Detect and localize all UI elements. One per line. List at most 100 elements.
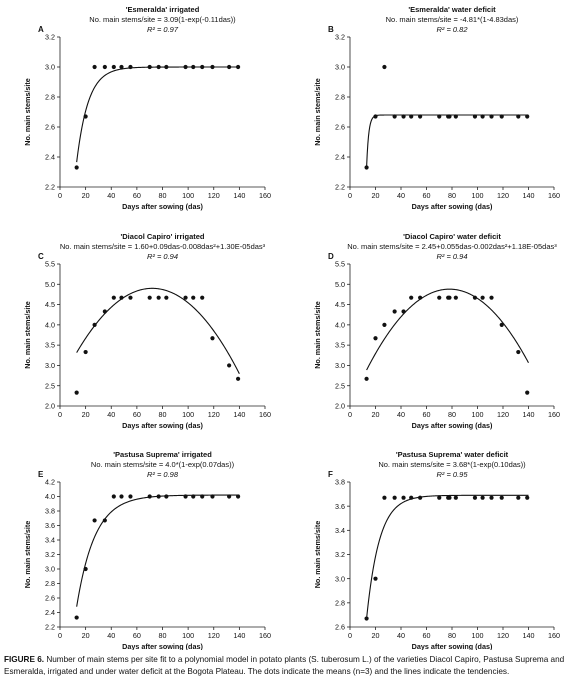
y-tick-label: 2.4 [45,153,55,162]
data-point [401,114,406,119]
y-tick-label: 3.0 [45,361,55,370]
y-tick-label: 2.0 [335,402,345,411]
data-point [147,295,152,300]
data-point [401,309,406,314]
data-point [409,114,414,119]
data-point [382,64,387,70]
data-point [235,494,241,499]
data-point [418,114,423,119]
data-point [472,495,478,500]
panel-letter: D [328,252,334,261]
data-point [364,376,369,381]
y-tick-label: 3.0 [335,361,345,370]
x-tick-label: 80 [159,191,167,200]
x-axis-label: Days after sowing (das) [122,642,203,650]
chart-equation: No. main stems/site = 3.09(1-exp(-0.11da… [89,15,236,24]
y-tick-label: 2.8 [335,598,345,607]
x-tick-label: 100 [182,631,194,640]
data-point [499,322,504,327]
fitted-curve [76,494,240,607]
data-point [92,64,97,70]
x-tick-label: 160 [548,631,560,640]
y-tick-label: 3.8 [45,507,55,516]
data-point [183,494,188,499]
x-tick-label: 60 [133,410,141,419]
data-point [401,495,406,500]
data-point [382,322,387,327]
data-point [489,114,494,119]
y-tick-label: 2.8 [335,93,345,102]
data-point [235,376,241,381]
x-tick-label: 160 [259,191,271,200]
data-point [227,64,232,70]
caption-label: FIGURE 6. [4,655,45,664]
y-axis-label: No. main stems/site [23,521,32,589]
data-point [235,64,241,70]
y-tick-label: 4.5 [335,300,345,309]
data-point [74,165,79,170]
data-point [453,114,458,119]
y-axis-label: No. main stems/site [313,301,322,369]
data-point [373,336,378,341]
data-point [147,494,152,499]
x-axis-label: Days after sowing (das) [412,642,493,650]
x-tick-label: 20 [372,191,380,200]
data-point [200,64,205,70]
y-axis-label: No. main stems/site [313,78,322,146]
data-point [392,495,397,500]
chart-title: 'Esmeralda' water deficit [408,5,496,14]
y-axis-label: No. main stems/site [23,78,32,146]
data-point [183,295,188,300]
x-tick-label: 140 [523,410,535,419]
y-tick-label: 4.2 [45,478,55,487]
data-point [516,114,521,119]
fitted-curve [366,114,529,168]
chart-equation: No. main stems/site = 1.60+0.09das-0.008… [60,242,266,251]
y-axis-label: No. main stems/site [313,521,322,589]
y-tick-label: 3.0 [335,574,345,583]
data-point [409,495,414,500]
data-point [480,495,485,500]
fitted-curve [76,287,240,374]
data-point [128,494,133,499]
x-tick-label: 80 [448,191,456,200]
x-tick-label: 100 [182,191,194,200]
x-tick-label: 100 [472,191,484,200]
y-tick-label: 2.4 [45,608,55,617]
y-tick-label: 5.5 [45,260,55,269]
chart-r2: R² = 0.82 [436,25,468,34]
data-point [164,64,169,70]
data-point [453,495,458,500]
data-point [200,494,205,499]
x-tick-label: 140 [523,191,535,200]
data-point [111,295,116,300]
data-point [119,64,124,70]
data-point [382,495,387,500]
x-tick-label: 140 [233,191,245,200]
chart-equation: No. main stems/site = 2.45+0.055das-0.00… [347,242,557,251]
x-tick-label: 40 [107,631,115,640]
data-point [373,576,378,581]
data-point [480,114,485,119]
fitted-curve [366,494,529,619]
data-point [183,64,188,70]
y-tick-label: 4.0 [45,320,55,329]
y-tick-label: 3.4 [45,536,55,545]
y-tick-label: 2.8 [45,579,55,588]
chart-title: 'Diacol Capiro' irrigated [120,232,204,241]
data-point [119,494,124,499]
y-tick-label: 3.8 [335,478,345,487]
y-tick-label: 4.5 [45,300,55,309]
x-tick-label: 60 [133,631,141,640]
x-tick-label: 100 [182,410,194,419]
x-tick-label: 0 [348,410,352,419]
data-point [102,64,107,70]
x-tick-label: 80 [448,631,456,640]
data-point [83,566,88,572]
chart-equation: No. main stems/site = 4.0*(1-exp(0.07das… [91,460,235,469]
data-point [437,295,442,300]
data-point [83,349,88,355]
x-tick-label: 120 [208,631,220,640]
